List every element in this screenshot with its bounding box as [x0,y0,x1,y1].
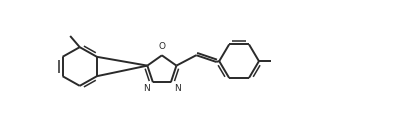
Text: O: O [158,41,165,51]
Text: N: N [143,84,149,93]
Text: N: N [174,84,181,93]
